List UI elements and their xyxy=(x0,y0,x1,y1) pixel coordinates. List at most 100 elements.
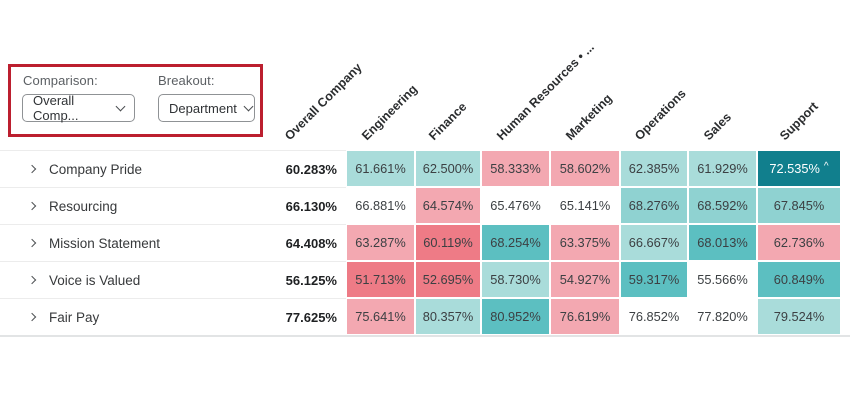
cell-value: 66.667% xyxy=(628,235,680,250)
cell-value: 60.849% xyxy=(773,272,825,287)
cell-value: 66.881% xyxy=(355,198,406,213)
cell-value: 68.592% xyxy=(697,198,748,213)
heatmap-cell[interactable]: 80.357% xyxy=(415,298,481,335)
heatmap-cell[interactable]: 79.524% xyxy=(757,298,841,335)
heatmap-cell[interactable]: 51.713% xyxy=(346,261,415,298)
column-header: Operations xyxy=(632,86,689,143)
heatmap-cell[interactable]: 65.476% xyxy=(481,187,550,224)
row-label: Resourcing xyxy=(49,198,118,214)
heatmap-cell[interactable]: 68.276% xyxy=(620,187,688,224)
heatmap-cell[interactable]: 59.317% xyxy=(620,261,688,298)
column-header: Marketing xyxy=(563,91,615,143)
cell-value: 63.287% xyxy=(355,235,406,250)
chevron-down-icon xyxy=(115,101,126,111)
heatmap-cell[interactable]: 68.013% xyxy=(688,224,757,261)
overall-value: 60.283% xyxy=(262,150,346,187)
heatmap-cell[interactable]: 58.602% xyxy=(550,150,620,187)
heatmap-cell[interactable]: 67.845% xyxy=(757,187,841,224)
heatmap-cell[interactable]: 68.592% xyxy=(688,187,757,224)
cell-value: 79.524% xyxy=(773,309,825,324)
comparison-dropdown-value: Overall Comp... xyxy=(33,93,79,123)
heatmap-cell[interactable]: 61.661% xyxy=(346,150,415,187)
column-header: Sales xyxy=(700,109,734,143)
heatmap-cell[interactable]: 61.929% xyxy=(688,150,757,187)
table-row: Company Pride 60.283% 61.661% 62.500% 58.333… xyxy=(0,150,850,187)
heatmap-cell[interactable]: 72.535% ^ xyxy=(757,150,841,187)
heatmap-cell[interactable]: 75.641% xyxy=(346,298,415,335)
heatmap-cell[interactable]: 80.952% xyxy=(481,298,550,335)
row-label: Fair Pay xyxy=(49,309,100,325)
heatmap-cell[interactable]: 58.730% xyxy=(481,261,550,298)
significance-marker: ^ xyxy=(823,160,829,172)
heatmap-cell[interactable]: 66.667% xyxy=(620,224,688,261)
heatmap-cell[interactable]: 55.566% xyxy=(688,261,757,298)
cell-value: 58.730% xyxy=(490,272,541,287)
cell-value: 52.695% xyxy=(422,272,474,287)
heatmap-cell[interactable]: 76.619% xyxy=(550,298,620,335)
cell-value: 59.317% xyxy=(628,272,680,287)
overall-value: 64.408% xyxy=(262,224,346,261)
row-label: Voice is Valued xyxy=(49,272,141,288)
chevron-right-icon xyxy=(27,201,37,211)
cell-value: 64.574% xyxy=(422,198,474,213)
table-row: Fair Pay 77.625% 75.641% 80.357% 80.952% 76.6… xyxy=(0,298,850,335)
heatmap-cell[interactable]: 66.881% xyxy=(346,187,415,224)
cell-value: 61.929% xyxy=(697,161,748,176)
row-expander[interactable]: Company Pride xyxy=(0,150,262,187)
heatmap-cell[interactable]: 62.385% xyxy=(620,150,688,187)
overall-value: 66.130% xyxy=(262,187,346,224)
cell-value: 62.500% xyxy=(422,161,474,176)
heatmap-cell[interactable]: 58.333% xyxy=(481,150,550,187)
column-header: Engineering xyxy=(358,82,420,143)
cell-value: 80.357% xyxy=(422,309,474,324)
heatmap-cell[interactable]: 64.574% xyxy=(415,187,481,224)
chevron-right-icon xyxy=(27,275,37,285)
cell-value: 67.845% xyxy=(773,198,825,213)
heatmap-cell[interactable]: 62.736% xyxy=(757,224,841,261)
heatmap-cell[interactable]: 68.254% xyxy=(481,224,550,261)
cell-value: 51.713% xyxy=(355,272,406,287)
cell-value: 61.661% xyxy=(355,161,406,176)
chevron-down-icon xyxy=(243,101,254,111)
table-row: Resourcing 66.130% 66.881% 64.574% 65.476% 65… xyxy=(0,187,850,224)
comparison-dropdown[interactable]: Overall Comp... xyxy=(22,93,135,123)
cell-value: 65.476% xyxy=(490,198,541,213)
breakout-dropdown[interactable]: Department xyxy=(158,94,255,122)
heatmap-body: Company Pride 60.283% 61.661% 62.500% 58.333… xyxy=(0,150,850,337)
row-label: Company Pride xyxy=(49,161,143,177)
column-header: Finance xyxy=(426,99,470,143)
row-expander[interactable]: Resourcing xyxy=(0,187,262,224)
cell-value: 68.013% xyxy=(697,235,748,250)
cell-value: 55.566% xyxy=(697,272,748,287)
breakout-dropdown-value: Department xyxy=(169,100,237,116)
chevron-right-icon xyxy=(27,312,37,322)
column-header: Overall Company xyxy=(282,60,365,143)
cell-value: 58.333% xyxy=(490,161,541,176)
cell-value: 68.254% xyxy=(490,235,541,250)
overall-value: 77.625% xyxy=(262,298,346,335)
heatmap-cell[interactable]: 63.287% xyxy=(346,224,415,261)
row-label: Mission Statement xyxy=(49,235,161,251)
heatmap-cell[interactable]: 77.820% xyxy=(688,298,757,335)
row-expander[interactable]: Voice is Valued xyxy=(0,261,262,298)
cell-value: 72.535% xyxy=(769,161,820,176)
cell-value: 75.641% xyxy=(355,309,406,324)
cell-value: 62.385% xyxy=(628,161,680,176)
chevron-right-icon xyxy=(27,238,37,248)
cell-value: 63.375% xyxy=(559,235,611,250)
cell-value: 60.119% xyxy=(423,235,473,250)
heatmap-cell[interactable]: 60.849% xyxy=(757,261,841,298)
heatmap-cell[interactable]: 63.375% xyxy=(550,224,620,261)
heatmap-cell[interactable]: 65.141% xyxy=(550,187,620,224)
heatmap-cell[interactable]: 76.852% xyxy=(620,298,688,335)
heatmap-cell[interactable]: 62.500% xyxy=(415,150,481,187)
table-row: Mission Statement 64.408% 63.287% 60.119% 68… xyxy=(0,224,850,261)
heatmap-cell[interactable]: 52.695% xyxy=(415,261,481,298)
heatmap-cell[interactable]: 54.927% xyxy=(550,261,620,298)
row-expander[interactable]: Fair Pay xyxy=(0,298,262,335)
row-expander[interactable]: Mission Statement xyxy=(0,224,262,261)
heatmap-cell[interactable]: 60.119% xyxy=(415,224,481,261)
cell-value: 77.820% xyxy=(697,309,748,324)
cell-value: 54.927% xyxy=(559,272,611,287)
cell-value: 68.276% xyxy=(628,198,680,213)
